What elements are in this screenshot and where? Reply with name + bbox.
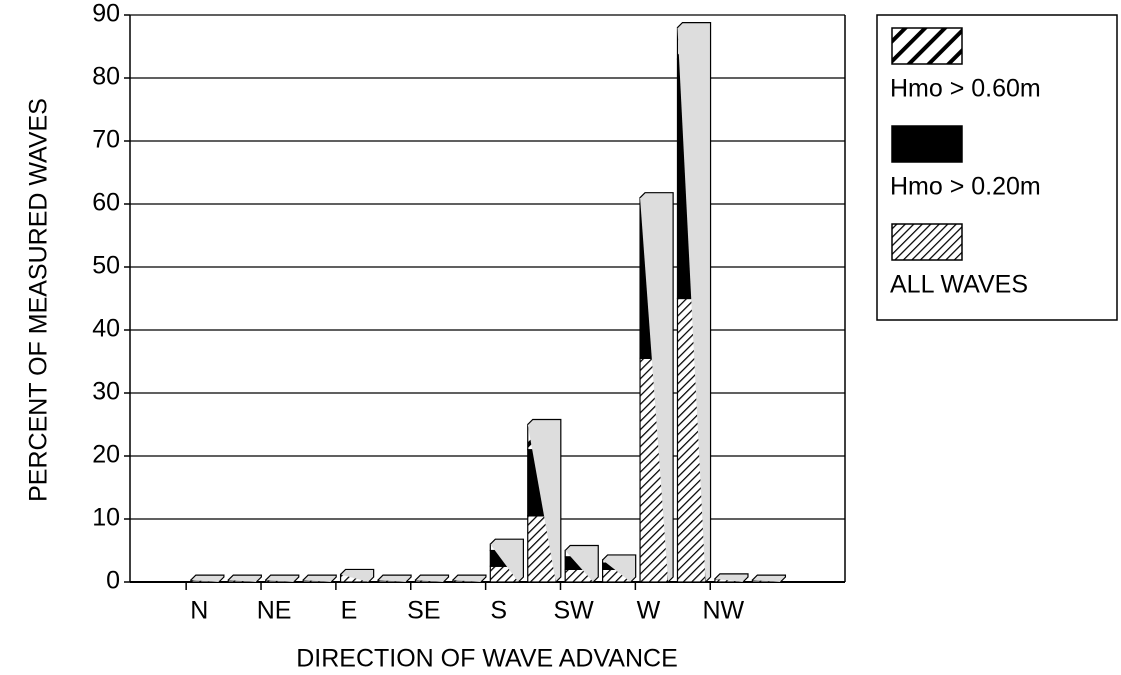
y-tick-label: 60 [92, 189, 120, 217]
x-tick-label: NW [703, 597, 745, 625]
legend-swatch [891, 125, 963, 163]
y-tick-label: 50 [92, 252, 120, 280]
bar-depth [190, 574, 225, 583]
legend-label: Hmo > 0.20m [890, 173, 1041, 201]
x-axis-label: DIRECTION OF WAVE ADVANCE [296, 645, 678, 673]
x-tick-label: S [490, 597, 507, 625]
y-tick-label: 70 [92, 126, 120, 154]
bar-depth [564, 544, 599, 583]
legend-box [876, 14, 1118, 321]
y-tick-label: 10 [92, 504, 120, 532]
y-tick-label: 90 [92, 0, 120, 28]
bar-depth [714, 573, 749, 583]
x-tick-label: E [341, 597, 358, 625]
legend-swatch [891, 27, 963, 65]
y-tick-label: 80 [92, 63, 120, 91]
bar-depth [602, 554, 637, 583]
bar-depth [227, 574, 262, 583]
x-tick-label: N [190, 597, 208, 625]
bar-depth [302, 574, 337, 583]
y-tick-label: 20 [92, 441, 120, 469]
x-tick-label: W [637, 597, 661, 625]
bar-depth [415, 574, 450, 583]
bar-depth [452, 574, 487, 583]
bar-depth [527, 418, 562, 583]
y-tick-label: 0 [106, 567, 120, 595]
legend-label: ALL WAVES [890, 271, 1028, 299]
bar-depth [265, 574, 300, 583]
bar-depth [677, 22, 712, 583]
y-tick-label: 30 [92, 378, 120, 406]
x-tick-label: SW [553, 597, 594, 625]
legend-label: Hmo > 0.60m [890, 75, 1041, 103]
x-tick-label: SE [407, 597, 440, 625]
bar-depth [377, 574, 412, 583]
y-tick-label: 40 [92, 315, 120, 343]
legend-swatch [891, 223, 963, 261]
bar-depth [639, 192, 674, 583]
bar-depth [751, 574, 787, 583]
y-axis-label: PERCENT OF MEASURED WAVES [25, 98, 53, 502]
bar-depth [340, 568, 375, 583]
x-tick-label: NE [257, 597, 292, 625]
bar-depth [489, 538, 524, 583]
